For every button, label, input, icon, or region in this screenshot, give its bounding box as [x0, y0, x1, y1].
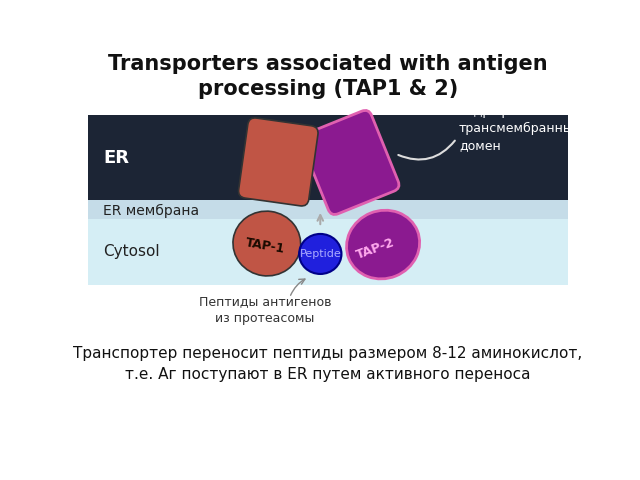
FancyBboxPatch shape	[301, 110, 399, 215]
Text: Peptide: Peptide	[300, 249, 341, 259]
Text: Гидрофобный
трансмембранный
домен: Гидрофобный трансмембранный домен	[459, 105, 582, 152]
Text: Транспортер переносит пептиды размером 8-12 аминокислот,
т.е. Аг поступают в ER : Транспортер переносит пептиды размером 8…	[74, 346, 582, 382]
Ellipse shape	[233, 211, 301, 276]
Text: Пептиды антигенов
из протеасомы: Пептиды антигенов из протеасомы	[198, 295, 331, 325]
Text: Transporters associated with antigen
processing (TAP1 & 2): Transporters associated with antigen pro…	[108, 54, 548, 99]
Bar	[88, 218, 568, 285]
Ellipse shape	[346, 210, 420, 279]
Text: ER мембрана: ER мембрана	[103, 204, 199, 218]
Bar	[88, 115, 568, 202]
Text: TAP-2: TAP-2	[355, 236, 397, 262]
Bar	[88, 200, 568, 219]
Text: ER: ER	[103, 149, 129, 167]
FancyBboxPatch shape	[239, 118, 318, 206]
Text: Cytosol: Cytosol	[103, 244, 160, 259]
Ellipse shape	[299, 234, 342, 274]
Text: TAP-1: TAP-1	[244, 236, 285, 256]
